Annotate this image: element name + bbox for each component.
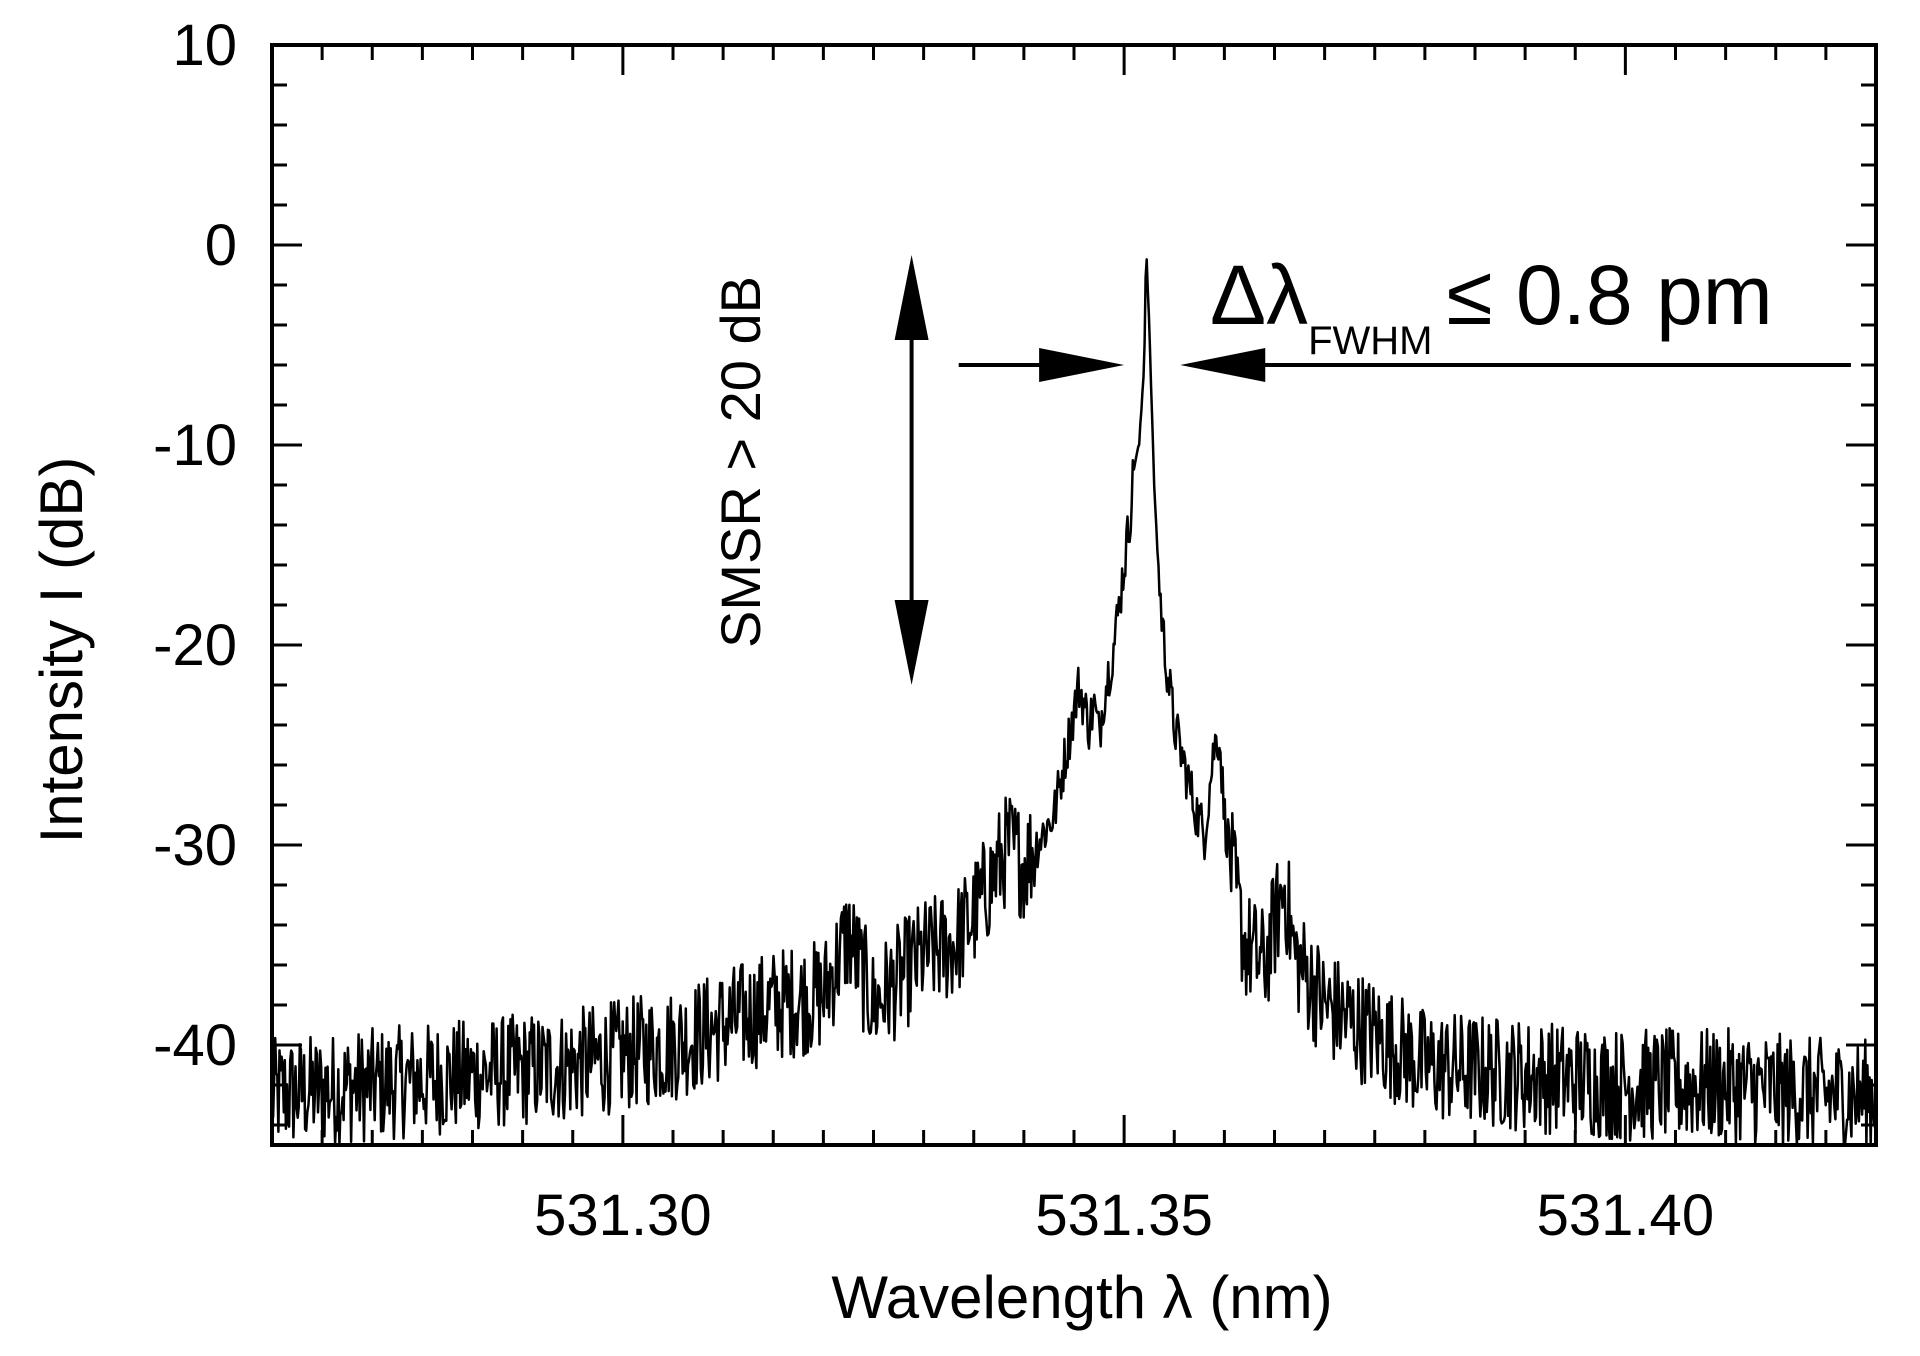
spectrum-line <box>272 258 1876 1145</box>
fwhm-right-arrow-head <box>1180 348 1266 382</box>
fwhm-label: ΔλFWHM ≤ 0.8 pm <box>1210 248 1773 363</box>
axis-ticks: 531.30 531.35 531.40 -40 -30 -20 -10 0 10 <box>153 13 1878 1248</box>
y-axis-title: Intensity I (dB) <box>28 457 95 844</box>
x-axis-title: Wavelength λ (nm) <box>831 1264 1332 1331</box>
y-tick-label: 0 <box>205 213 237 278</box>
smsr-arrow-head-up <box>894 255 929 340</box>
x-tick-label: 531.35 <box>1035 1183 1212 1248</box>
fwhm-left-arrow-head <box>1039 348 1125 382</box>
x-tick-label: 531.40 <box>1537 1183 1714 1248</box>
y-tick-label: -40 <box>153 1013 237 1078</box>
y-tick-label: -20 <box>153 613 237 678</box>
y-tick-label: -10 <box>153 413 237 478</box>
smsr-label: SMSR > 20 dB <box>709 276 772 648</box>
y-tick-label: 10 <box>172 13 237 78</box>
smsr-arrow-head-down <box>894 600 929 685</box>
y-tick-label: -30 <box>153 813 237 878</box>
plot-frame <box>270 43 1878 1147</box>
plot-area <box>270 43 1878 1147</box>
annotations <box>894 255 1851 685</box>
fwhm-subscript: FWHM <box>1308 319 1432 363</box>
fwhm-symbol: Δλ <box>1210 248 1308 342</box>
x-tick-label: 531.30 <box>534 1183 711 1248</box>
fwhm-value: ≤ 0.8 pm <box>1447 248 1773 342</box>
data-series <box>272 258 1876 1145</box>
